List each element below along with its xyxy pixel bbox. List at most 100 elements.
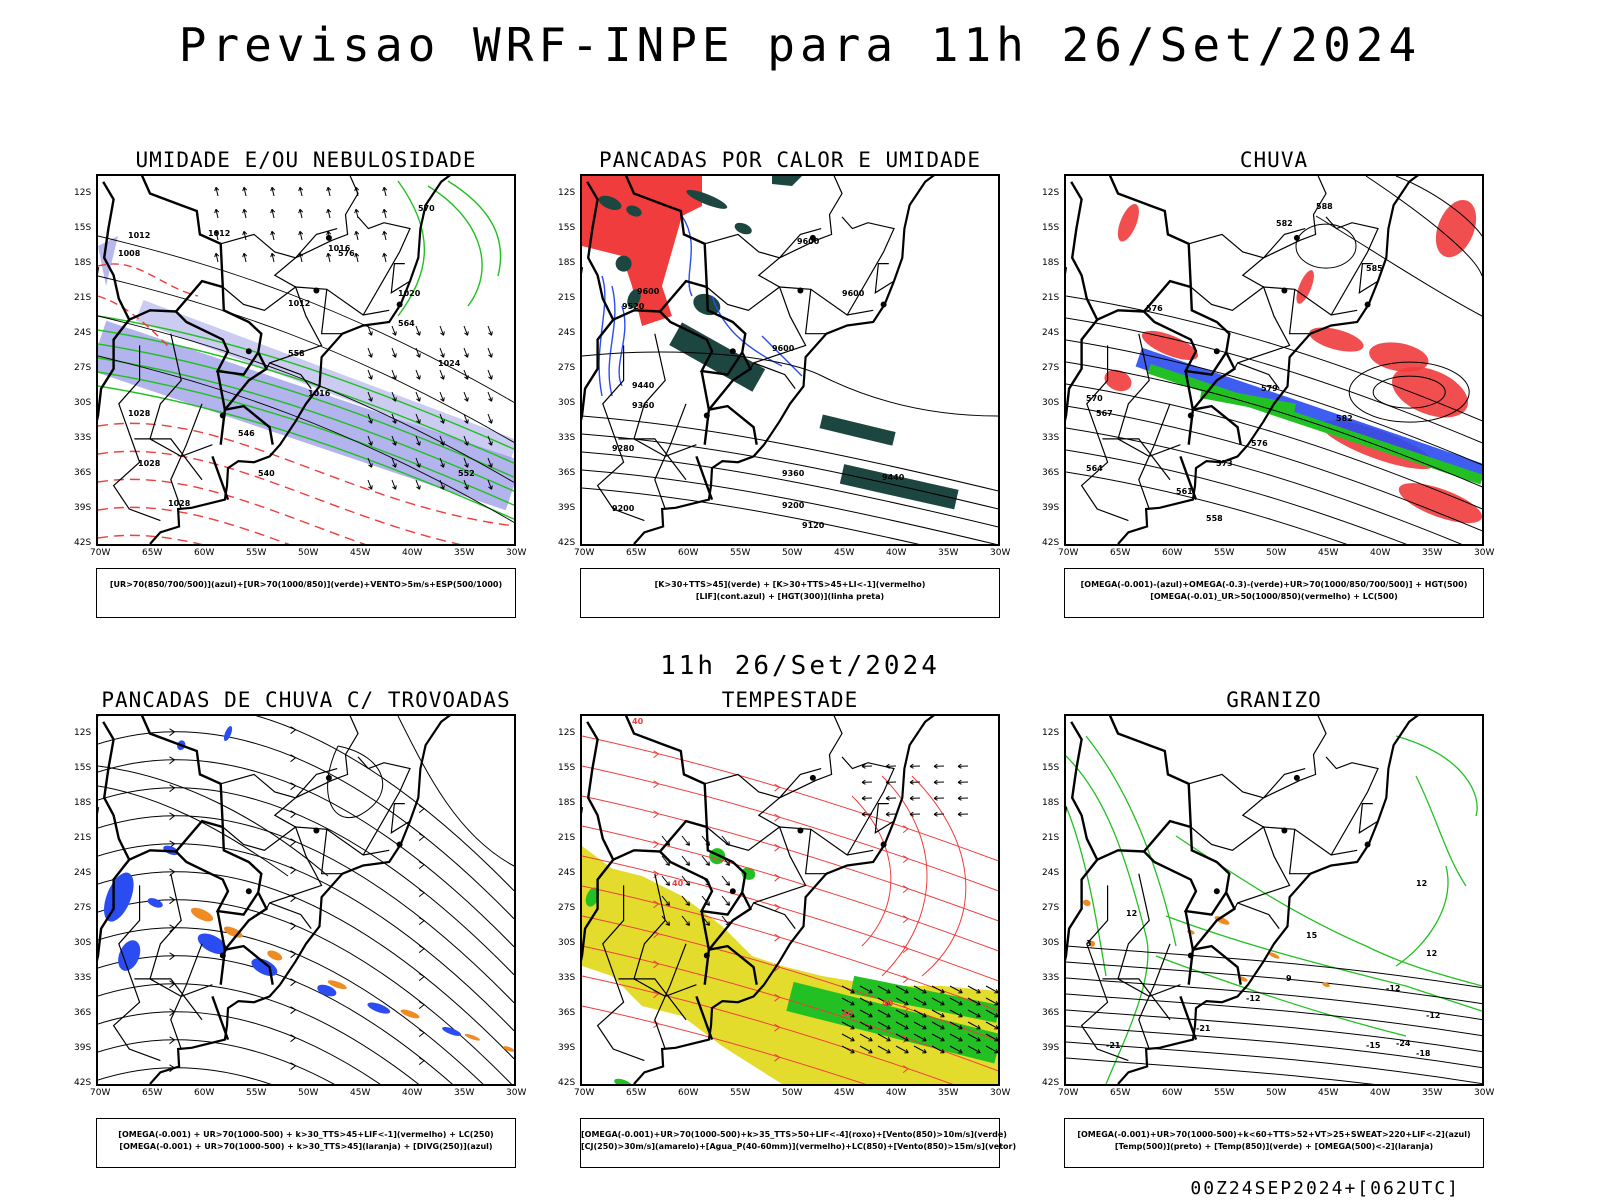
country-border — [1179, 995, 1198, 1041]
wind-vector-east-head — [861, 779, 866, 785]
wind-vector — [367, 347, 373, 358]
latitude-label: 30S — [74, 397, 92, 408]
country-border — [586, 716, 709, 862]
state-border — [706, 286, 807, 370]
hgt-contour — [1066, 317, 1482, 444]
temp500-contour — [1066, 977, 1482, 1021]
wind-vector — [463, 435, 469, 446]
contour-label: 9 — [1286, 974, 1292, 983]
wind-vector-west-head — [725, 901, 730, 906]
country-border — [1191, 351, 1237, 411]
state-border — [1188, 228, 1306, 259]
lake-mark — [1281, 287, 1288, 294]
latitude-label: 18S — [1042, 257, 1060, 268]
contour-label: 564 — [398, 319, 415, 328]
lake-mark — [1281, 827, 1288, 834]
country-border — [659, 826, 747, 916]
latitude-label: 27S — [558, 902, 576, 913]
wind-vector-east-head — [933, 795, 938, 801]
hgt-contour — [1066, 295, 1482, 422]
wind-vector-strong-head — [850, 989, 855, 994]
low-level-streamline-arrow — [653, 840, 660, 849]
wind-vector-strong-head — [868, 1001, 873, 1006]
contour-label: 9600 — [637, 287, 660, 296]
divergence-blue — [118, 940, 141, 971]
wind-vector-strong-head — [976, 1001, 981, 1006]
state-border — [841, 756, 895, 856]
latitude-label: 24S — [74, 867, 92, 878]
contour-label: -21 — [1106, 1041, 1121, 1050]
wind-vector-north — [243, 209, 247, 219]
lake-mark — [219, 952, 226, 959]
divergence-blue — [197, 933, 228, 955]
lake-mark — [1187, 412, 1194, 419]
country-border — [1184, 370, 1242, 445]
wind-vector-head — [392, 353, 397, 358]
red-thickness-contour — [98, 506, 290, 544]
longitude-label: 45W — [350, 548, 371, 558]
wind-vector — [439, 479, 445, 490]
state-border — [654, 943, 687, 1050]
latitude-label: 18S — [74, 797, 92, 808]
legend-thunderstorm-showers: [OMEGA(-0.001) + UR>70(1000-500) + k>30_… — [96, 1118, 516, 1168]
country-border — [700, 910, 758, 985]
wind-vector-north — [215, 187, 219, 197]
latitude-label: 27S — [558, 362, 576, 373]
latitude-label: 39S — [558, 502, 576, 513]
latitude-label: 30S — [1042, 937, 1060, 948]
wind-vector-north-head — [326, 186, 332, 192]
dark-green-spot — [819, 414, 896, 446]
wind-vector-north — [215, 253, 219, 263]
high-pressure-ring — [1348, 361, 1470, 423]
contour-label: 567 — [1096, 409, 1113, 418]
divergence-blue — [442, 1026, 462, 1036]
contour-label: 582 — [1336, 414, 1353, 423]
wind-vector — [439, 347, 445, 358]
state-border — [273, 716, 390, 856]
wind-vector-west — [721, 835, 730, 846]
wind-vector-head — [488, 463, 493, 468]
wind-vector-head — [368, 353, 373, 358]
instability-orange — [503, 1046, 514, 1052]
contour-label: 552 — [458, 469, 475, 478]
map-canvas: 588 582 585 576 570 567 564 561 558 573 582 579 576 — [1066, 176, 1482, 544]
state-border — [273, 176, 390, 316]
lake-mark — [703, 412, 710, 419]
wind-vector-north-head — [382, 230, 388, 236]
wind-vector-head — [368, 419, 373, 424]
wind-vector-north-head — [326, 208, 332, 214]
contour-label: 570 — [418, 204, 435, 213]
wind-vector — [487, 479, 493, 490]
contour-label: 1008 — [118, 249, 141, 258]
longitude-label: 60W — [678, 1088, 699, 1098]
contour-label: 564 — [1086, 464, 1103, 473]
wind-vector-east-head — [861, 795, 866, 801]
wind-vector — [439, 435, 445, 446]
panel-title: TEMPESTADE — [721, 688, 859, 712]
instability-orange — [267, 950, 283, 961]
country-border — [1066, 858, 1099, 962]
latitude-label: 36S — [558, 1007, 576, 1018]
wind-vector-head — [440, 331, 445, 336]
contour-label: 3 — [1086, 939, 1092, 948]
lake-mark — [809, 774, 816, 781]
wind-vector — [367, 457, 373, 468]
low-level-streamline-arrow — [774, 933, 781, 942]
legend-line: [OMEGA(-0.001) + UR>70(1000-500) + k>30_… — [119, 1142, 493, 1151]
wind-vector-north — [215, 209, 219, 219]
streamline — [98, 899, 513, 1084]
streamline — [98, 955, 453, 1084]
wind-vector-strong-head — [994, 1001, 998, 1006]
contour-label: 1016 — [328, 244, 351, 253]
omega500-orange — [1322, 982, 1330, 988]
state-border — [704, 228, 822, 259]
wind-vector-strong-head — [850, 1049, 855, 1054]
wind-vector-strong — [949, 1033, 963, 1042]
contour-label: 9600 — [797, 237, 820, 246]
isobar — [98, 315, 514, 483]
longitude-label: 70W — [574, 1088, 595, 1098]
map-thunderstorm-showers — [96, 714, 516, 1086]
instability-orange — [327, 980, 347, 990]
low-level-streamline-arrow — [774, 903, 781, 912]
state-border — [357, 756, 411, 856]
